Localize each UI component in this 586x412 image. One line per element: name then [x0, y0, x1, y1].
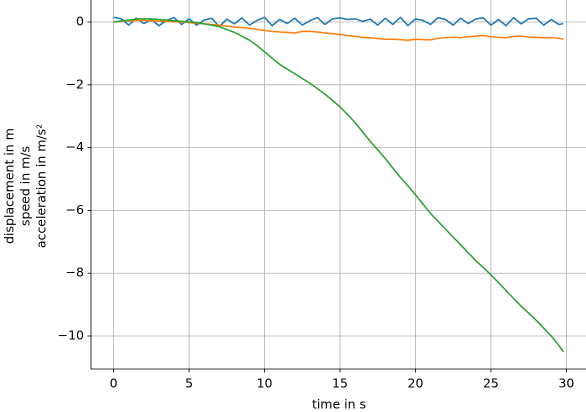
- y-axis-label: displacement in m speed in m/s accelerat…: [2, 124, 49, 248]
- y-tick-label: −8: [66, 265, 84, 280]
- y-axis-label-line: speed in m/s: [18, 146, 33, 226]
- y-axis-label-line: displacement in m: [2, 128, 17, 244]
- data-line: [113, 16, 564, 28]
- grid: [91, 0, 586, 369]
- x-tick-label: 25: [483, 376, 499, 391]
- x-tick-label: 0: [110, 376, 118, 391]
- y-axis-label-line: acceleration in m/s²: [34, 124, 49, 248]
- x-tick-label: 15: [332, 376, 348, 391]
- y-tick-label: −6: [66, 202, 84, 217]
- x-tick-label: 20: [408, 376, 424, 391]
- y-tick-label: −10: [58, 328, 84, 343]
- x-axis-label: time in s: [312, 397, 366, 412]
- y-tick-label: 0: [76, 13, 84, 28]
- data-line: [113, 18, 564, 353]
- x-tick-label: 30: [558, 376, 574, 391]
- x-tick-label: 5: [185, 376, 193, 391]
- y-tick-label: −4: [66, 139, 84, 154]
- y-tick-label: −2: [66, 76, 84, 91]
- axes-spine: [90, 0, 586, 370]
- x-tick-label: 10: [257, 376, 273, 391]
- lines: [113, 16, 564, 353]
